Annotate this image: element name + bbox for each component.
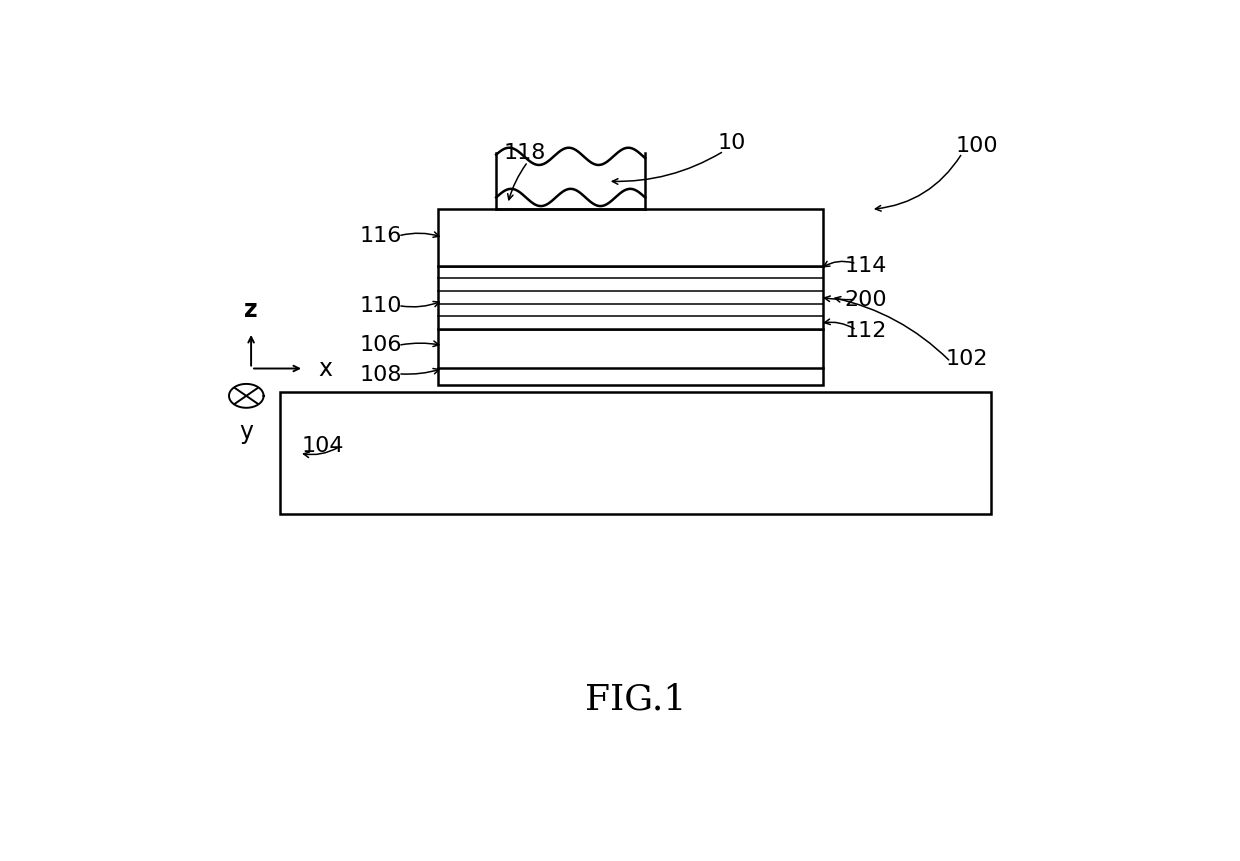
Bar <box>439 209 823 266</box>
Text: 108: 108 <box>360 365 402 385</box>
Text: 104: 104 <box>301 436 345 456</box>
Text: 116: 116 <box>360 226 402 246</box>
Text: z: z <box>244 298 258 322</box>
Bar <box>439 329 823 385</box>
Text: 118: 118 <box>503 143 546 163</box>
Text: 112: 112 <box>844 321 888 341</box>
Text: y: y <box>239 419 253 443</box>
Text: 106: 106 <box>360 335 402 356</box>
Text: 114: 114 <box>844 256 888 276</box>
Text: 110: 110 <box>360 295 402 315</box>
Text: 10: 10 <box>718 133 745 153</box>
Text: 102: 102 <box>946 349 988 369</box>
Text: 100: 100 <box>955 136 998 157</box>
Text: FIG.1: FIG.1 <box>585 683 686 717</box>
Bar <box>439 266 823 329</box>
Bar <box>280 392 991 514</box>
Text: 200: 200 <box>844 289 888 310</box>
Text: x: x <box>319 356 332 381</box>
